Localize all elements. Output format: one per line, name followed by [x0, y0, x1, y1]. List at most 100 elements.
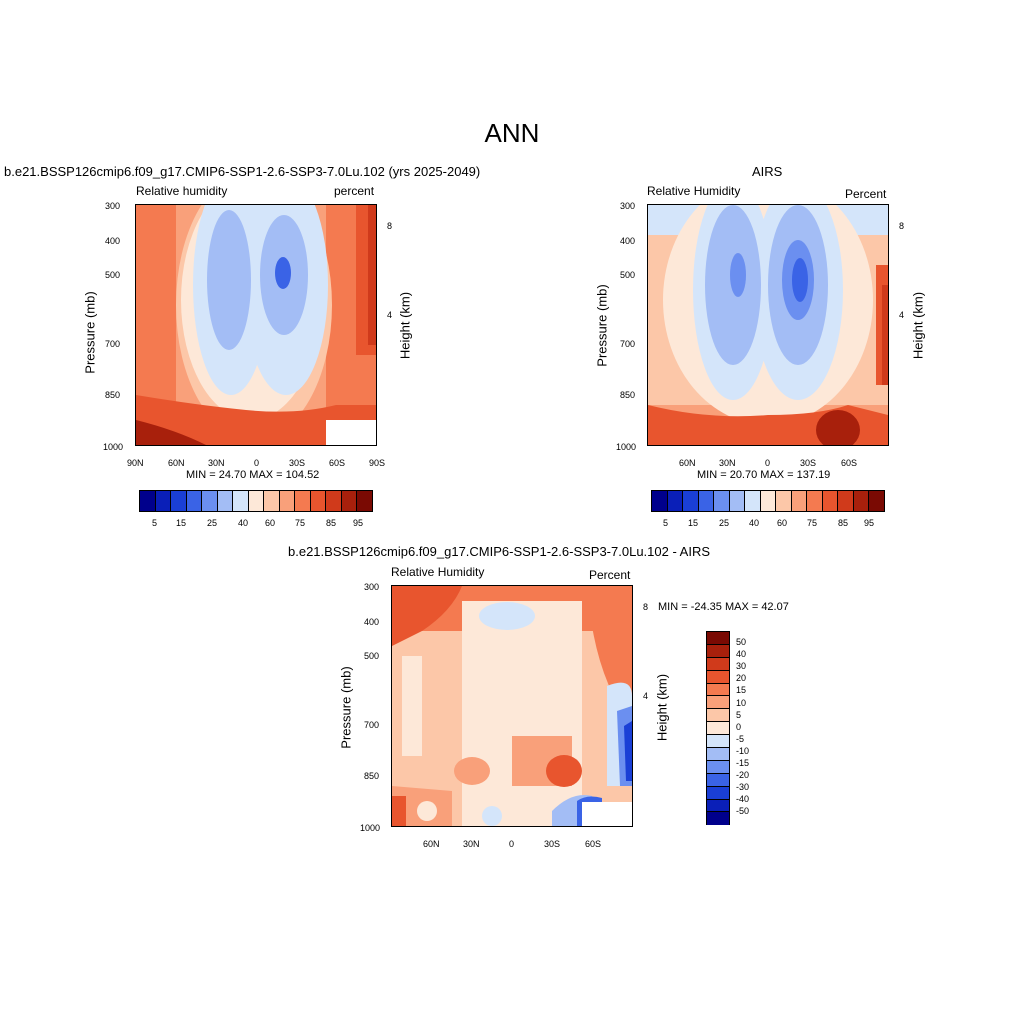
panel1-cbar-label: 85	[326, 518, 337, 528]
panel3-ytick-500: 500	[364, 651, 380, 661]
panel3-cbar-label: 10	[736, 697, 747, 708]
panel3-cbar-label: -50	[736, 806, 750, 817]
panel3-cbar-label: -20	[736, 770, 750, 781]
panel2-cbar-label: 75	[807, 518, 818, 528]
panel3-cbar-label: -5	[736, 733, 745, 744]
colorbar-swatch	[838, 491, 854, 511]
panel2-left-label: Relative Humidity	[647, 184, 741, 198]
colorbar-swatch	[707, 683, 729, 697]
panel3-stats: MIN = -24.35 MAX = 42.07	[658, 601, 789, 613]
colorbar-swatch	[295, 491, 311, 511]
panel1-right-label: percent	[334, 184, 375, 198]
colorbar-swatch	[264, 491, 280, 511]
colorbar-swatch	[707, 773, 729, 787]
panel2-ytick-500: 500	[620, 270, 636, 280]
panel1-ytick-500: 500	[105, 270, 121, 280]
colorbar-swatch	[652, 491, 668, 511]
panel3-cbar-label: 5	[736, 709, 742, 720]
panel2-cbar-label: 15	[688, 518, 699, 528]
panel3-ytick-400: 400	[364, 617, 380, 627]
panel3-ytick-1000: 1000	[360, 823, 381, 833]
panel1-cbar-label: 60	[265, 518, 276, 528]
panel2-ytick-300: 300	[620, 201, 636, 211]
panel2-cbar-label: 40	[749, 518, 760, 528]
panel1-rtick-4: 4	[387, 310, 393, 320]
panel3-ytick-850: 850	[364, 771, 380, 781]
colorbar-swatch	[707, 632, 729, 645]
colorbar-swatch	[707, 799, 729, 813]
panel2-ytick-700: 700	[620, 339, 636, 349]
colorbar-swatch	[698, 491, 715, 511]
panel2-stats: MIN = 20.70 MAX = 137.19	[697, 469, 831, 481]
panel2-right-label: Percent	[845, 187, 887, 201]
colorbar-swatch	[714, 491, 730, 511]
panel3-rtick-8: 8	[643, 602, 649, 612]
panel2-cbar-label: 95	[864, 518, 875, 528]
panel2-xtick-60S: 60S	[841, 458, 858, 468]
colorbar-swatch	[140, 491, 156, 511]
panel2-xtick-0: 0	[765, 458, 771, 468]
panel3-xtick-0: 0	[509, 839, 515, 849]
panel3-cbar-label: -30	[736, 782, 750, 793]
colorbar-swatch	[279, 491, 296, 511]
colorbar-swatch	[155, 491, 172, 511]
colorbar-swatch	[186, 491, 203, 511]
panel2-plot-area	[647, 204, 889, 446]
panel2-ylabel: Pressure (mb)	[594, 284, 610, 367]
colorbar-swatch	[807, 491, 823, 511]
panel1-cbar-label: 15	[176, 518, 187, 528]
panel2-colorbar	[651, 490, 885, 512]
colorbar-swatch	[776, 491, 792, 511]
panel2-cbar-label: 25	[719, 518, 730, 528]
panel2-xtick-30S: 30S	[800, 458, 817, 468]
panel1-ytick-700: 700	[105, 339, 121, 349]
panel3-plot-area	[391, 585, 633, 827]
colorbar-swatch	[707, 644, 729, 658]
colorbar-swatch	[707, 670, 729, 684]
panel2-rtick-8: 8	[899, 221, 905, 231]
colorbar-swatch	[707, 760, 729, 774]
panel1-ytick-850: 850	[105, 390, 121, 400]
panel1-cbar-label: 5	[152, 518, 158, 528]
panel1-xtick-60S: 60S	[329, 458, 346, 468]
panel1-plot-area	[135, 204, 377, 446]
colorbar-swatch	[791, 491, 808, 511]
panel2-ytick-400: 400	[620, 236, 636, 246]
colorbar-swatch	[853, 491, 870, 511]
panel1-cbar-label: 25	[207, 518, 218, 528]
panel1-title: b.e21.BSSP126cmip6.f09_g17.CMIP6-SSP1-2.…	[4, 164, 481, 179]
colorbar-swatch	[341, 491, 358, 511]
panel3-xtick-60S: 60S	[585, 839, 602, 849]
panel1-ytick-1000: 1000	[103, 442, 124, 452]
panel3-cbar-label: 30	[736, 661, 747, 672]
panel2-ytick-850: 850	[620, 390, 636, 400]
panel3-ylabel: Pressure (mb)	[338, 666, 354, 749]
panel3-cbar-label: -15	[736, 758, 750, 768]
panel3-title: b.e21.BSSP126cmip6.f09_g17.CMIP6-SSP1-2.…	[288, 544, 711, 559]
colorbar-swatch	[667, 491, 684, 511]
panel3-cbar-label: -40	[736, 794, 750, 805]
panel1-xtick-0: 0	[254, 458, 260, 468]
colorbar-swatch	[707, 709, 729, 723]
panel2-cbar-label: 5	[663, 518, 669, 528]
colorbar-swatch	[707, 657, 729, 671]
panel1-xtick-30S: 30S	[289, 458, 306, 468]
panel1-ytick-300: 300	[105, 201, 121, 211]
panel1-colorbar	[139, 490, 373, 512]
panel1-cbar-label: 95	[353, 518, 364, 528]
panel1-xtick-90N: 90N	[127, 458, 144, 468]
colorbar-swatch	[248, 491, 265, 511]
main-title: ANN	[484, 118, 540, 148]
colorbar-swatch	[310, 491, 327, 511]
colorbar-swatch	[202, 491, 218, 511]
panel3-xtick-30N: 30N	[463, 839, 480, 849]
colorbar-swatch	[233, 491, 249, 511]
panel3-ytick-300: 300	[364, 582, 380, 592]
panel1-rtick-8: 8	[387, 221, 393, 231]
panel2-xtick-60N: 60N	[679, 458, 696, 468]
colorbar-swatch	[869, 491, 884, 511]
panel3-cbar-label: 20	[736, 673, 747, 684]
panel1-xtick-30N: 30N	[208, 458, 225, 468]
panel1-stats: MIN = 24.70 MAX = 104.52	[186, 469, 320, 481]
panel3-colorbar	[706, 631, 730, 826]
